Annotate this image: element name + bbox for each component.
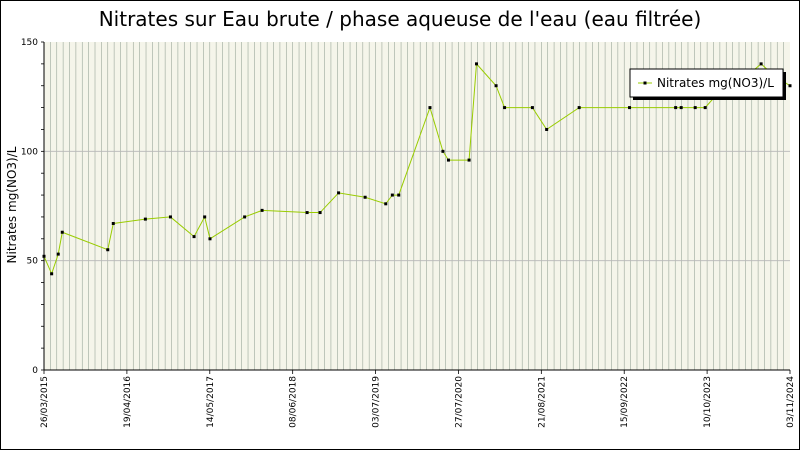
legend-marker: [643, 81, 647, 85]
y-axis-label: Nitrates mg(NO3)/L: [5, 146, 19, 263]
legend: Nitrates mg(NO3)/L: [629, 68, 786, 100]
data-point: [384, 202, 388, 206]
x-tick-label: 10/10/2023: [703, 376, 713, 428]
x-tick-label: 26/03/2015: [40, 376, 50, 428]
data-point: [363, 195, 367, 199]
x-tick-label: 08/06/2018: [289, 376, 299, 428]
data-point: [788, 84, 792, 88]
data-point: [693, 106, 697, 110]
y-tick-label: 100: [21, 147, 38, 157]
data-point: [390, 193, 394, 197]
x-tick-label: 03/11/2024: [786, 376, 796, 428]
data-point: [428, 106, 432, 110]
data-point: [467, 158, 471, 162]
x-tick-label: 21/08/2021: [537, 376, 547, 428]
x-tick-label: 03/07/2019: [372, 376, 382, 428]
y-tick-label: 0: [32, 366, 38, 376]
data-point: [674, 106, 678, 110]
y-axis-ticks: 0 50 100 150: [21, 38, 790, 376]
data-point: [679, 106, 683, 110]
data-point: [208, 237, 212, 241]
data-point: [530, 106, 534, 110]
data-point: [168, 215, 172, 219]
x-tick-label: 19/04/2016: [123, 376, 133, 428]
legend-entry-label: Nitrates mg(NO3)/L: [657, 76, 774, 90]
y-tick-label: 50: [27, 257, 39, 267]
data-point: [305, 211, 309, 215]
data-point: [494, 84, 498, 88]
data-point: [397, 193, 401, 197]
chart-title: Nitrates sur Eau brute / phase aqueuse d…: [99, 7, 702, 31]
series-line: [43, 62, 791, 276]
data-point: [106, 248, 110, 252]
data-point: [759, 62, 763, 66]
data-point: [628, 106, 632, 110]
data-point: [446, 158, 450, 162]
data-point: [60, 230, 64, 234]
data-point: [545, 127, 549, 131]
data-point: [56, 252, 60, 256]
data-point: [577, 106, 581, 110]
data-point: [703, 106, 707, 110]
data-point: [243, 215, 247, 219]
data-point: [192, 235, 196, 239]
data-point: [503, 106, 507, 110]
data-point: [143, 217, 147, 221]
data-point: [260, 208, 264, 212]
data-point: [42, 254, 46, 258]
x-tick-label: 14/05/2017: [206, 376, 216, 428]
data-point: [441, 149, 445, 153]
x-tick-label: 27/07/2020: [454, 376, 464, 428]
data-point: [203, 215, 207, 219]
data-point: [50, 272, 54, 276]
y-tick-label: 150: [21, 38, 38, 48]
legend-box: [629, 68, 784, 98]
x-axis-ticks: 26/03/2015 19/04/2016 14/05/2017 08/06/2018…: [40, 370, 796, 428]
data-point: [318, 211, 322, 215]
x-tick-label: 15/09/2022: [620, 376, 630, 428]
data-point: [337, 191, 341, 195]
data-point: [475, 62, 479, 66]
data-point: [111, 221, 115, 225]
y-gridlines: [44, 150, 790, 262]
